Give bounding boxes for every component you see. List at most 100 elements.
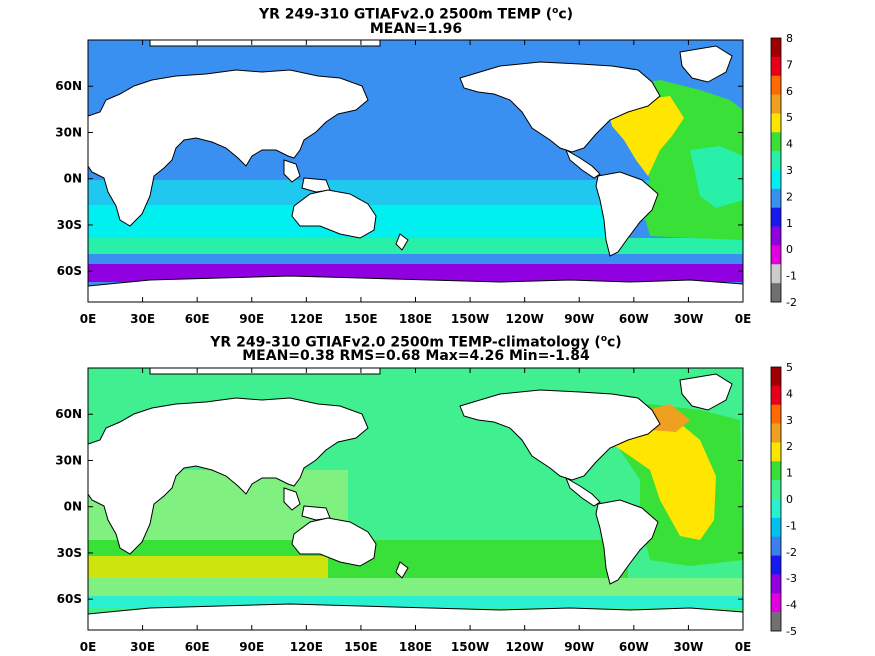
colorbar-label: 2: [786, 190, 793, 203]
lon-tick-label: 180E: [399, 312, 432, 326]
colorbar-segment: [771, 94, 781, 114]
colorbar-label: 5: [786, 361, 793, 374]
colorbar-segment: [771, 423, 781, 443]
top-colorbar: 8 7 6 5 4 3 2 1 0 -1 -2: [770, 32, 797, 309]
colorbar-label: -5: [786, 625, 797, 638]
lon-tick-label: 30E: [130, 312, 155, 326]
top-axis-ticks: 60N 30N 0N 30S 60S 0E 30E 60E 90E 120E 150E 180E 150…: [55, 40, 751, 326]
colorbar-segment: [771, 132, 781, 152]
lat-tick-label: 30N: [55, 125, 82, 139]
lon-tick-label: 30E: [130, 640, 155, 654]
colorbar-label: 5: [786, 111, 793, 124]
top-title-text: YR 249-310 GTIAFv2.0 2500m TEMP (: [258, 6, 553, 23]
colorbar-label: -2: [786, 546, 797, 559]
top-panel-title: YR 249-310 GTIAFv2.0 2500m TEMP (oc): [88, 3, 744, 23]
colorbar-label: 4: [786, 138, 793, 151]
colorbar-label: 6: [786, 85, 793, 98]
lat-tick-label: 30S: [57, 546, 82, 560]
lon-tick-label: 150E: [344, 640, 377, 654]
colorbar-label: 3: [786, 164, 793, 177]
top-panel-subtitle: MEAN=1.96: [369, 21, 463, 37]
colorbar-label: 8: [786, 32, 793, 45]
lon-tick-label: 150E: [344, 312, 377, 326]
colorbar-segment: [771, 480, 781, 500]
colorbar-label: -1: [786, 270, 797, 283]
bottom-map-plot: [88, 368, 743, 630]
lon-tick-label: 0E: [80, 640, 97, 654]
bottom-title-unit: c): [607, 334, 622, 351]
lat-tick-label: 0N: [64, 172, 82, 186]
lat-tick-label: 30N: [55, 453, 82, 467]
lat-tick-label: 60S: [57, 592, 82, 606]
colorbar-segment: [771, 38, 781, 58]
lon-tick-label: 0E: [735, 640, 752, 654]
lon-tick-label: 30W: [673, 640, 703, 654]
colorbar-segment: [771, 593, 781, 613]
colorbar-segment: [771, 612, 781, 632]
colorbar-segment: [771, 207, 781, 227]
lon-tick-label: 120E: [290, 312, 323, 326]
colorbar-segment: [771, 404, 781, 424]
colorbar-segment: [771, 283, 781, 303]
lon-tick-label: 120W: [506, 640, 544, 654]
colorbar-label: 4: [786, 387, 793, 400]
lon-tick-label: 180E: [399, 640, 432, 654]
lat-tick-label: 60N: [55, 407, 82, 421]
lat-tick-label: 60S: [57, 264, 82, 278]
lon-tick-label: 30W: [673, 312, 703, 326]
lat-tick-label: 60N: [55, 79, 82, 93]
colorbar-segment: [771, 555, 781, 575]
colorbar-segment: [771, 170, 781, 190]
colorbar-label: 0: [786, 493, 793, 506]
colorbar-label: -4: [786, 599, 797, 612]
lon-tick-label: 120W: [506, 312, 544, 326]
colorbar-segment: [771, 574, 781, 594]
bottom-colorbar: 5 4 3 2 1 0 -1 -2 -3 -4 -5: [770, 361, 797, 638]
colorbar-segment: [771, 226, 781, 246]
lon-tick-label: 90E: [239, 640, 264, 654]
colorbar-segment: [771, 245, 781, 265]
lon-tick-label: 120E: [290, 640, 323, 654]
colorbar-label: 2: [786, 440, 793, 453]
top-map-plot: [88, 40, 743, 302]
colorbar-segment: [771, 385, 781, 406]
bottom-panel-title: YR 249-310 GTIAFv2.0 2500m TEMP-climatol…: [88, 331, 744, 351]
colorbar-segment: [771, 75, 781, 95]
lon-tick-label: 150W: [451, 640, 489, 654]
colorbar-label: -3: [786, 572, 797, 585]
bottom-title-text: YR 249-310 GTIAFv2.0 2500m TEMP-climatol…: [210, 334, 601, 351]
colorbar-segment: [771, 536, 781, 556]
colorbar-segment: [771, 113, 781, 133]
colorbar-label: 1: [786, 467, 793, 480]
colorbar-segment: [771, 461, 781, 481]
bottom-panel-subtitle: MEAN=0.38 RMS=0.68 Max=4.26 Min=-1.84: [242, 348, 590, 364]
colorbar-segment: [771, 56, 781, 77]
colorbar-segment: [771, 367, 781, 387]
bottom-axis-ticks: 60N 30N 0N 30S 60S 0E 30E 60E 90E 120E 150E 180E 150…: [55, 368, 751, 654]
colorbar-label: 3: [786, 414, 793, 427]
lon-tick-label: 90W: [564, 640, 594, 654]
lon-tick-label: 60W: [619, 312, 649, 326]
lon-tick-label: 60E: [185, 312, 210, 326]
colorbar-label: 7: [786, 58, 793, 71]
colorbar-segment: [771, 188, 781, 209]
lon-tick-label: 0E: [80, 312, 97, 326]
lon-tick-label: 90E: [239, 312, 264, 326]
top-title-degree: o: [552, 6, 559, 16]
lon-tick-label: 60E: [185, 640, 210, 654]
lon-tick-label: 60W: [619, 640, 649, 654]
colorbar-label: -1: [786, 519, 797, 532]
colorbar-label: 1: [786, 217, 793, 230]
colorbar-label: -2: [786, 296, 797, 309]
lon-tick-label: 90W: [564, 312, 594, 326]
colorbar-segment: [771, 442, 781, 462]
lon-tick-label: 150W: [451, 312, 489, 326]
colorbar-segment: [771, 499, 781, 519]
colorbar-segment: [771, 517, 781, 538]
colorbar-segment: [771, 264, 781, 284]
lat-tick-label: 30S: [57, 218, 82, 232]
lat-tick-label: 0N: [64, 500, 82, 514]
lon-tick-label: 0E: [735, 312, 752, 326]
top-title-unit: c): [558, 6, 574, 23]
